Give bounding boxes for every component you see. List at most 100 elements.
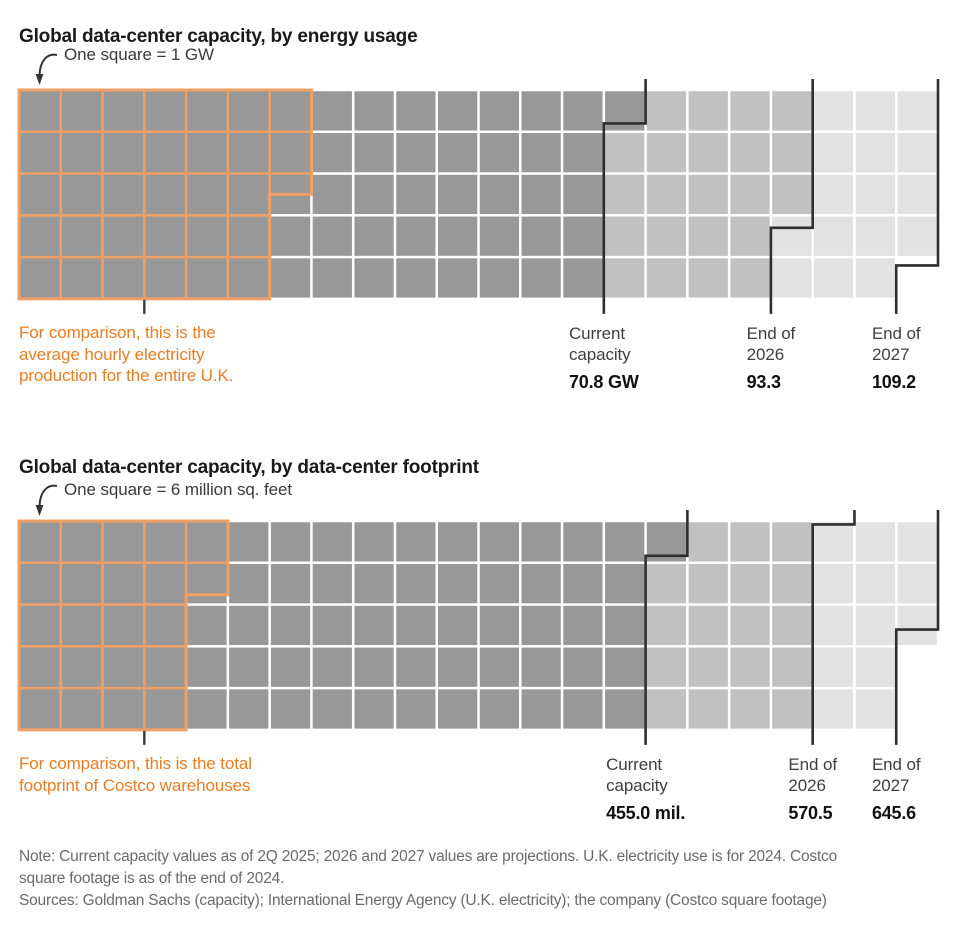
grid-square	[646, 133, 687, 173]
milestone-current: Current capacity 70.8 GW	[569, 323, 639, 393]
grid-square	[813, 91, 854, 131]
grid-square	[62, 689, 102, 729]
chart-title: Global data-center capacity, by energy u…	[19, 25, 418, 47]
grid-square	[521, 216, 561, 256]
grid-square	[479, 258, 520, 298]
grid-square	[813, 133, 854, 173]
grid-square	[229, 647, 269, 687]
grid-square	[772, 522, 812, 562]
milestone-current: Current capacity 455.0 mil.	[606, 754, 685, 824]
grid-square	[730, 689, 770, 729]
grid-square	[605, 522, 645, 562]
grid-square	[521, 91, 561, 131]
grid-square	[437, 174, 478, 215]
milestone-2026: End of 2026 570.5	[788, 754, 837, 824]
comparison-caption: For comparison, this is the average hour…	[19, 323, 234, 385]
grid-square	[813, 174, 854, 215]
milestone-value: 570.5	[788, 802, 833, 823]
grid-square	[396, 564, 436, 604]
grid-square	[20, 91, 60, 131]
grid-square	[688, 689, 728, 729]
grid-square	[312, 647, 352, 687]
grid-square	[730, 564, 770, 604]
grid-square	[897, 522, 937, 562]
milestone-label: End of 2026	[788, 754, 837, 795]
grid-square	[855, 91, 895, 131]
grid-square	[772, 605, 812, 646]
grid-square	[772, 216, 812, 256]
grid-square	[62, 647, 102, 687]
grid-square	[605, 689, 645, 729]
grid-square	[772, 174, 812, 215]
grid-square	[479, 605, 520, 646]
grid-square	[270, 689, 311, 729]
grid-square	[521, 258, 561, 298]
grid-square	[270, 133, 311, 173]
grid-square	[145, 174, 185, 215]
grid-square	[646, 647, 687, 687]
grid-square	[270, 91, 311, 131]
grid-square	[20, 522, 60, 562]
grid-square	[730, 174, 770, 215]
milestone-value: 455.0 mil.	[606, 802, 686, 823]
milestone-2026: End of 2026 93.3	[747, 323, 796, 393]
grid-square	[103, 689, 144, 729]
grid-square	[62, 564, 102, 604]
grid-square	[521, 689, 561, 729]
grid-square	[354, 564, 394, 604]
grid-square	[855, 689, 895, 729]
grid-square	[563, 522, 603, 562]
grid-square	[646, 174, 687, 215]
grid-square	[62, 522, 102, 562]
grid-square	[479, 522, 520, 562]
grid-square	[354, 133, 394, 173]
grid-square	[563, 689, 603, 729]
grid-square	[730, 605, 770, 646]
grid-square	[354, 647, 394, 687]
grid-square	[897, 91, 937, 131]
grid-square	[103, 564, 144, 604]
grid-square	[103, 174, 144, 215]
grid-square	[605, 564, 645, 604]
grid-square	[396, 216, 436, 256]
grid-square	[646, 605, 687, 646]
grid-square	[688, 133, 728, 173]
grid-square	[605, 174, 645, 215]
grid-square	[145, 133, 185, 173]
grid-square	[479, 689, 520, 729]
grid-square	[605, 216, 645, 256]
grid-square	[437, 689, 478, 729]
milestone-step-line	[811, 510, 856, 745]
grid-square	[605, 133, 645, 173]
grid-square	[103, 258, 144, 298]
grid-square	[187, 689, 227, 729]
milestone-value: 70.8 GW	[569, 371, 639, 392]
unit-note: One square = 1 GW	[64, 45, 214, 64]
grid-square	[187, 174, 227, 215]
grid-square	[688, 605, 728, 646]
comparison-outline	[17, 519, 230, 732]
grid-square	[772, 689, 812, 729]
grid-square	[187, 258, 227, 298]
grid-square	[813, 216, 854, 256]
grid-square	[437, 216, 478, 256]
grid-square	[897, 605, 937, 646]
grid-square	[145, 689, 185, 729]
grid-square	[688, 522, 728, 562]
grid-square	[897, 133, 937, 173]
grid-square	[354, 689, 394, 729]
milestone-value: 645.6	[871, 802, 916, 823]
grid-square	[354, 522, 394, 562]
grid-square	[730, 91, 770, 131]
grid-square	[813, 689, 854, 729]
grid-square	[396, 689, 436, 729]
grid-square	[521, 605, 561, 646]
grid-square	[730, 258, 770, 298]
grid-square	[396, 133, 436, 173]
grid-square	[270, 605, 311, 646]
grid-square	[855, 647, 895, 687]
grid-square	[20, 258, 60, 298]
grid-square	[312, 564, 352, 604]
grid-square	[396, 174, 436, 215]
